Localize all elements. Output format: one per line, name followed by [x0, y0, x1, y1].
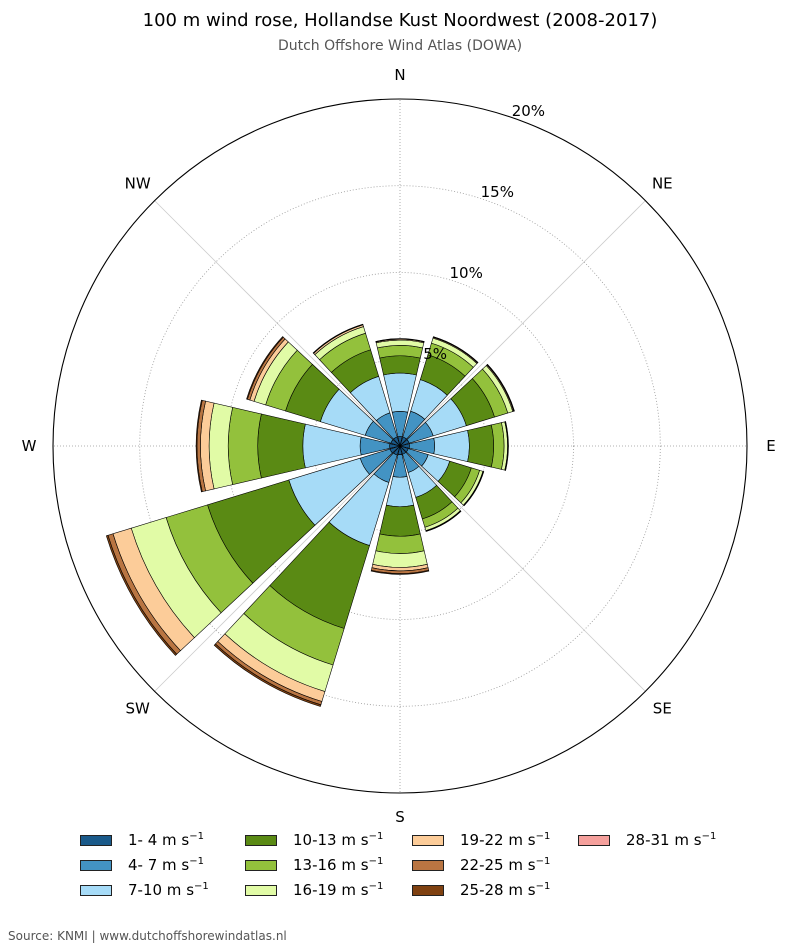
legend-item: 22-25 m s−1	[412, 855, 550, 875]
bar-segment	[257, 413, 306, 479]
legend-swatch	[245, 859, 277, 871]
bar-segment	[375, 533, 425, 554]
legend-label: 28-31 m s−1	[626, 831, 717, 849]
legend-item: 1- 4 m s−1	[80, 830, 204, 850]
radial-tick-label: 10%	[450, 264, 483, 282]
legend-swatch	[245, 834, 277, 846]
direction-label-w: W	[22, 437, 37, 455]
direction-label-n: N	[394, 66, 405, 84]
radial-tick-label: 20%	[512, 102, 545, 120]
bar-segment	[486, 363, 515, 412]
wind-rose-sector-30	[399, 336, 479, 447]
legend-swatch	[80, 834, 112, 846]
legend-label: 7-10 m s−1	[128, 881, 209, 899]
wind-rose-plot: 5% 10% 15% 20% N NE E SE S SW W NW	[22, 66, 776, 826]
legend-label: 1- 4 m s−1	[128, 831, 204, 849]
legend-label: 10-13 m s−1	[293, 831, 384, 849]
legend-swatch	[245, 884, 277, 896]
legend-label: 25-28 m s−1	[460, 881, 551, 899]
legend-item: 19-22 m s−1	[412, 830, 550, 850]
legend-label-exponent: −1	[189, 831, 204, 842]
bar-segment	[246, 336, 284, 400]
legend-swatch	[412, 859, 444, 871]
legend-label-exponent: −1	[701, 831, 717, 842]
chart-subtitle: Dutch Offshore Wind Atlas (DOWA)	[277, 38, 523, 54]
wind-rose-bars	[105, 323, 515, 707]
legend-label: 22-25 m s−1	[460, 856, 551, 874]
legend-item: 10-13 m s−1	[245, 830, 383, 850]
bar-segment	[375, 338, 425, 342]
bar-segment	[425, 510, 462, 532]
radial-tick-label: 15%	[481, 183, 514, 201]
bar-segment	[312, 323, 364, 354]
bar-segment	[370, 569, 430, 575]
legend-swatch	[578, 834, 610, 846]
wind-rose-sector-120	[399, 445, 485, 507]
legend-item: 4- 7 m s−1	[80, 855, 204, 875]
wind-rose-sector-60	[399, 363, 515, 447]
wind-rose-sector-0	[375, 338, 425, 447]
legend-swatch	[412, 834, 444, 846]
bar-segment	[379, 504, 421, 537]
legend-label: 4- 7 m s−1	[128, 856, 204, 874]
bar-segment	[105, 534, 178, 656]
legend-swatch	[80, 884, 112, 896]
bar-segment	[372, 550, 428, 568]
legend-label-exponent: −1	[535, 831, 551, 842]
legend-label-exponent: −1	[368, 881, 384, 892]
chart-title: 100 m wind rose, Hollandse Kust Noordwes…	[142, 10, 658, 31]
bar-segment	[433, 336, 479, 363]
legend-label-exponent: −1	[368, 831, 384, 842]
legend-label-exponent: −1	[368, 856, 384, 867]
bar-segment	[467, 424, 494, 468]
direction-label-s: S	[395, 808, 405, 826]
bar-segment	[433, 430, 470, 462]
legend-item: 28-31 m s−1	[578, 830, 716, 850]
grid-ring	[226, 272, 574, 620]
wind-rose-sector-330	[312, 323, 401, 447]
legend-label-exponent: −1	[194, 881, 209, 892]
polar-frame	[52, 98, 748, 794]
polar-labels: 5% 10% 15% 20% N NE E SE S SW W NW	[22, 66, 776, 826]
legend-item: 25-28 m s−1	[412, 880, 550, 900]
bar-segment	[227, 407, 262, 485]
bar-segment	[463, 471, 485, 507]
direction-label-e: E	[766, 437, 775, 455]
bar-segment	[505, 421, 509, 471]
wind-rose-sector-300	[246, 336, 401, 447]
legend-item: 7-10 m s−1	[80, 880, 209, 900]
bar-segment	[213, 643, 322, 707]
radial-tick-label: 5%	[423, 345, 447, 363]
direction-label-se: SE	[653, 699, 672, 717]
source-credit: Source: KNMI | www.dutchoffshorewindatla…	[8, 929, 287, 943]
bar-segment	[385, 476, 415, 507]
legend-swatch	[412, 884, 444, 896]
direction-label-ne: NE	[652, 175, 673, 193]
direction-label-sw: SW	[126, 699, 151, 717]
legend-label: 16-19 m s−1	[293, 881, 384, 899]
bar-segment	[379, 355, 421, 376]
legend-label-exponent: −1	[535, 881, 551, 892]
wind-rose-sector-180	[370, 445, 430, 575]
wind-rose-sector-270	[195, 399, 401, 493]
legend-item: 16-19 m s−1	[245, 880, 383, 900]
legend-label: 19-22 m s−1	[460, 831, 551, 849]
legend-label: 13-16 m s−1	[293, 856, 384, 874]
wind-rose-sector-210	[213, 445, 401, 707]
grid-spoke	[399, 445, 646, 692]
legend-label-exponent: −1	[535, 856, 551, 867]
legend-swatch	[80, 859, 112, 871]
grid-spoke	[399, 200, 646, 447]
legend-label-exponent: −1	[189, 856, 204, 867]
bar-segment	[195, 399, 203, 493]
direction-label-nw: NW	[125, 175, 151, 193]
wind-rose-sector-150	[399, 445, 462, 532]
wind-rose-sector-240	[105, 445, 401, 656]
grid-ring	[139, 185, 661, 707]
bar-segment	[383, 372, 417, 413]
wind-rose-sector-90	[399, 421, 509, 471]
legend-item: 13-16 m s−1	[245, 855, 383, 875]
